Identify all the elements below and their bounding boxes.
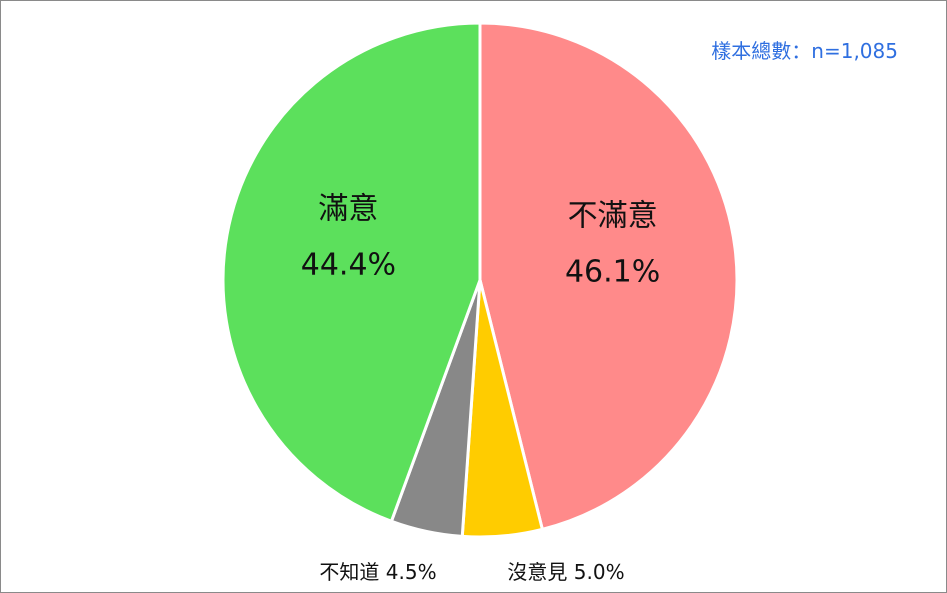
slice-value-label: 46.1% [565,255,660,290]
pie-slice [221,21,482,523]
pie-labels: 不滿意 46.1% 沒意見 5.0% 不知道 4.5% 滿意 44.4% [301,192,661,584]
slice-value-label: 44.4% [301,248,396,283]
sample-size-note: 樣本總數：n=1,085 [711,39,898,63]
slice-label: 不知道 4.5% [319,560,436,584]
slice-label: 不滿意 [568,199,658,234]
pie-slices [221,21,739,539]
slice-label: 滿意 [318,192,378,227]
slice-label: 沒意見 5.0% [507,560,624,584]
pie-slice [478,21,739,531]
